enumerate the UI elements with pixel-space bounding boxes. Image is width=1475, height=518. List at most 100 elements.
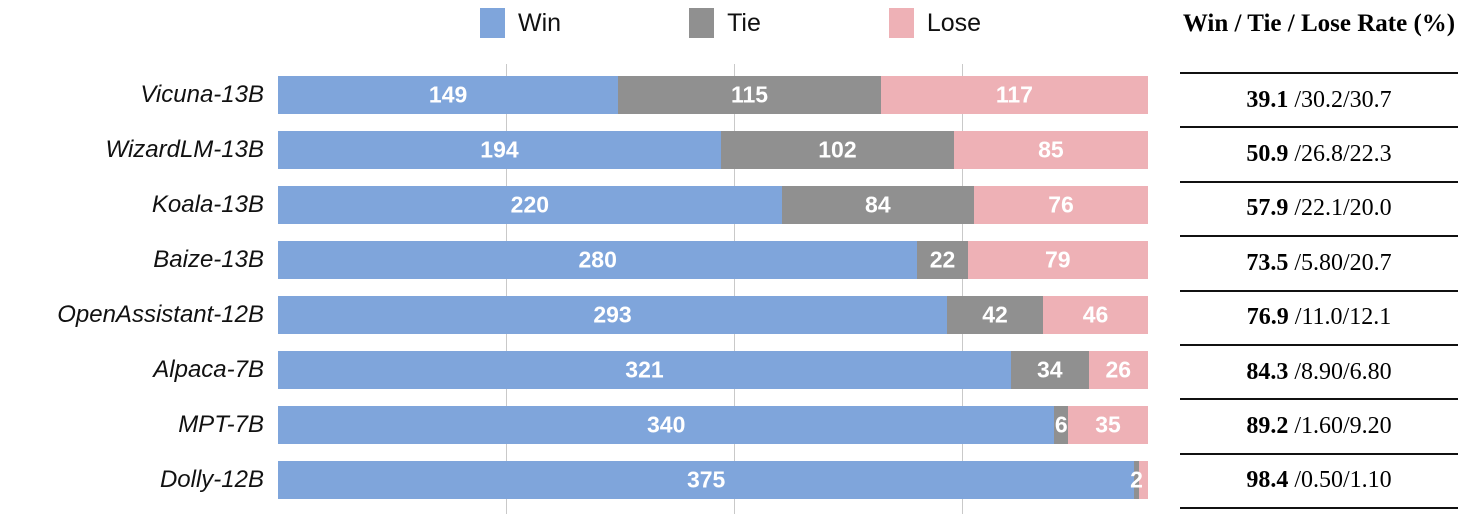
rate-separator: / [1343,467,1350,494]
lose-rate-value: 22.3 [1349,141,1392,168]
lose-rate-value: 20.7 [1349,249,1392,276]
lose-segment: 46 [1042,296,1149,334]
tie-count-label: 84 [865,191,891,218]
win-rate-value: 98.4 [1246,467,1289,494]
tie-rate-value: 22.1 [1301,195,1343,222]
win-segment: 293 [278,296,948,334]
tie-segment: 2 [1130,461,1143,499]
tie-segment: 115 [618,76,881,114]
tie-count-label: 42 [982,301,1008,328]
legend-label-win: Win [518,8,562,37]
win-count-label: 149 [428,81,468,108]
lose-count-label: 85 [1038,136,1064,163]
tie-segment: 42 [947,296,1043,334]
win-rate-value: 39.1 [1246,86,1289,113]
lose-segment: 85 [953,131,1148,169]
win-segment: 340 [278,406,1055,444]
rate-row-MPT-7B: 89.2 / 1.60 / 9.20 [1180,400,1458,455]
rate-separator: / [1288,195,1301,222]
lose-segment: 26 [1088,351,1148,389]
rate-separator: / [1343,195,1350,222]
tie-count-label: 102 [818,136,857,163]
lose-count-label: 76 [1048,191,1074,218]
tie-rate-value: 30.2 [1301,86,1343,113]
rate-separator: / [1343,86,1350,113]
lose-count-label: 26 [1105,356,1132,383]
bar-row-Baize-13B: 280 22 79 [278,241,1148,279]
model-label-Alpaca-7B: Alpaca-7B [153,356,264,383]
bar-row-Vicuna-13B: 149 115 117 [278,76,1148,114]
model-label-MPT-7B: MPT-7B [178,411,264,438]
legend-label-tie: Tie [727,8,761,37]
gridline-200 [734,64,735,514]
rate-separator: / [1288,304,1302,331]
model-label-Dolly-12B: Dolly-12B [159,466,264,493]
rate-row-Vicuna-13B: 39.1 / 30.2 / 30.7 [1180,74,1458,129]
bar-row-WizardLM-13B: 194 102 85 [278,131,1148,169]
win-count-label: 194 [480,136,519,163]
tie-swatch-icon [689,8,715,38]
model-label-OpenAssistant-12B: OpenAssistant-12B [57,301,264,328]
bar-row-OpenAssistant-12B: 293 42 46 [278,296,1149,334]
lose-rate-value: 1.10 [1349,467,1392,494]
rate-table-header: Win / Tie / Lose Rate (%) [1182,10,1456,37]
lose-segment: 79 [967,241,1148,279]
rate-row-WizardLM-13B: 50.9 / 26.8 / 22.3 [1180,128,1458,183]
rate-separator: / [1288,141,1301,168]
tie-count-label: 2 [1130,466,1143,493]
rate-separator: / [1343,249,1350,276]
gridline-100 [506,64,507,514]
model-label-WizardLM-13B: WizardLM-13B [105,136,265,163]
win-count-label: 375 [686,466,726,493]
legend-label-lose: Lose [926,8,982,37]
model-label-Koala-13B: Koala-13B [151,191,264,218]
bar-row-Koala-13B: 220 84 76 [278,186,1148,224]
win-rate-value: 76.9 [1246,304,1289,331]
rate-table: 39.1 / 30.2 / 30.7 50.9 / 26.8 / 22.3 57.9… [1180,72,1458,510]
win-segment: 220 [278,186,782,224]
tie-count-label: 6 [1054,411,1068,438]
win-segment: 375 [278,461,1135,499]
tie-rate-value: 0.50 [1301,467,1343,494]
win-segment: 321 [278,351,1011,389]
win-swatch-icon [480,8,505,38]
tie-segment: 34 [1010,351,1089,389]
win-rate-value: 57.9 [1246,195,1289,222]
rate-row-Koala-13B: 57.9 / 22.1 / 20.0 [1180,183,1458,238]
win-count-label: 220 [510,191,550,218]
lose-rate-value: 9.20 [1349,413,1392,440]
legend-item-lose: Lose [888,8,982,38]
rate-row-Baize-13B: 73.5 / 5.80 / 20.7 [1180,237,1458,292]
tie-segment: 6 [1054,406,1069,444]
rate-row-Dolly-12B: 98.4 / 0.50 / 1.10 [1180,455,1458,510]
tie-count-label: 34 [1037,356,1063,383]
rate-separator: / [1288,358,1301,385]
rate-separator: / [1288,249,1301,276]
tie-rate-value: 11.0 [1301,304,1343,331]
rate-separator: / [1343,141,1350,168]
rate-row-Alpaca-7B: 84.3 / 8.90 / 6.80 [1180,346,1458,401]
win-rate-value: 73.5 [1246,249,1289,276]
rate-separator: / [1343,358,1350,385]
rate-separator: / [1288,467,1301,494]
legend: Win Tie Lose [480,8,981,38]
lose-segment: 35 [1068,406,1148,444]
gridline-300 [962,64,963,514]
lose-segment: 117 [880,76,1148,114]
lose-count-label: 46 [1082,301,1109,328]
bar-row-Alpaca-7B: 321 34 26 [278,351,1148,389]
model-label-Vicuna-13B: Vicuna-13B [140,81,264,108]
win-rate-value: 89.2 [1246,413,1289,440]
tie-rate-value: 26.8 [1301,141,1343,168]
bar-row-MPT-7B: 340 6 35 [278,406,1148,444]
lose-rate-value: 6.80 [1349,358,1392,385]
win-count-label: 321 [625,356,664,383]
tie-rate-value: 5.80 [1301,249,1343,276]
win-count-label: 293 [593,301,632,328]
tie-segment: 84 [781,186,974,224]
lose-segment [1138,461,1148,499]
tie-segment: 22 [917,241,968,279]
rate-separator: / [1288,86,1301,113]
tie-rate-value: 1.60 [1301,413,1343,440]
